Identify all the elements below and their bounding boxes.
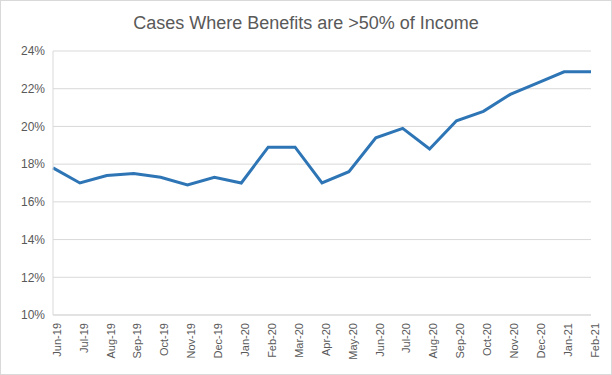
svg-text:Jun-20: Jun-20 [374,323,386,357]
svg-text:Sep-19: Sep-19 [132,323,144,358]
svg-text:22%: 22% [21,82,45,96]
svg-text:Dec-19: Dec-19 [212,323,224,358]
svg-text:Feb-21: Feb-21 [589,323,601,358]
svg-text:Jul-19: Jul-19 [78,323,90,353]
svg-text:20%: 20% [21,120,45,134]
svg-text:Sep-20: Sep-20 [454,323,466,358]
svg-text:Aug-19: Aug-19 [105,323,117,358]
svg-text:Jan-20: Jan-20 [239,323,251,357]
svg-text:14%: 14% [21,233,45,247]
svg-text:Aug-20: Aug-20 [427,323,439,358]
svg-text:16%: 16% [21,195,45,209]
html-text:Cases Where Benefits are >50%: Cases Where Benefits are >50% of Income [133,13,479,33]
svg-text:12%: 12% [21,271,45,285]
svg-text:May-20: May-20 [347,323,359,360]
svg-text:10%: 10% [21,308,45,322]
svg-text:24%: 24% [21,44,45,58]
svg-text:Oct-19: Oct-19 [158,323,170,356]
svg-text:Oct-20: Oct-20 [481,323,493,356]
svg-text:Nov-20: Nov-20 [508,323,520,358]
svg-text:18%: 18% [21,157,45,171]
svg-text:Apr-20: Apr-20 [320,323,332,356]
svg-text:Jan-21: Jan-21 [562,323,574,357]
svg-text:Nov-19: Nov-19 [185,323,197,358]
svg-text:Jul-20: Jul-20 [401,323,413,353]
svg-text:Feb-20: Feb-20 [266,323,278,358]
svg-text:Jun-19: Jun-19 [51,323,63,357]
svg-text:Mar-20: Mar-20 [293,323,305,358]
svg-text:Dec-20: Dec-20 [535,323,547,358]
